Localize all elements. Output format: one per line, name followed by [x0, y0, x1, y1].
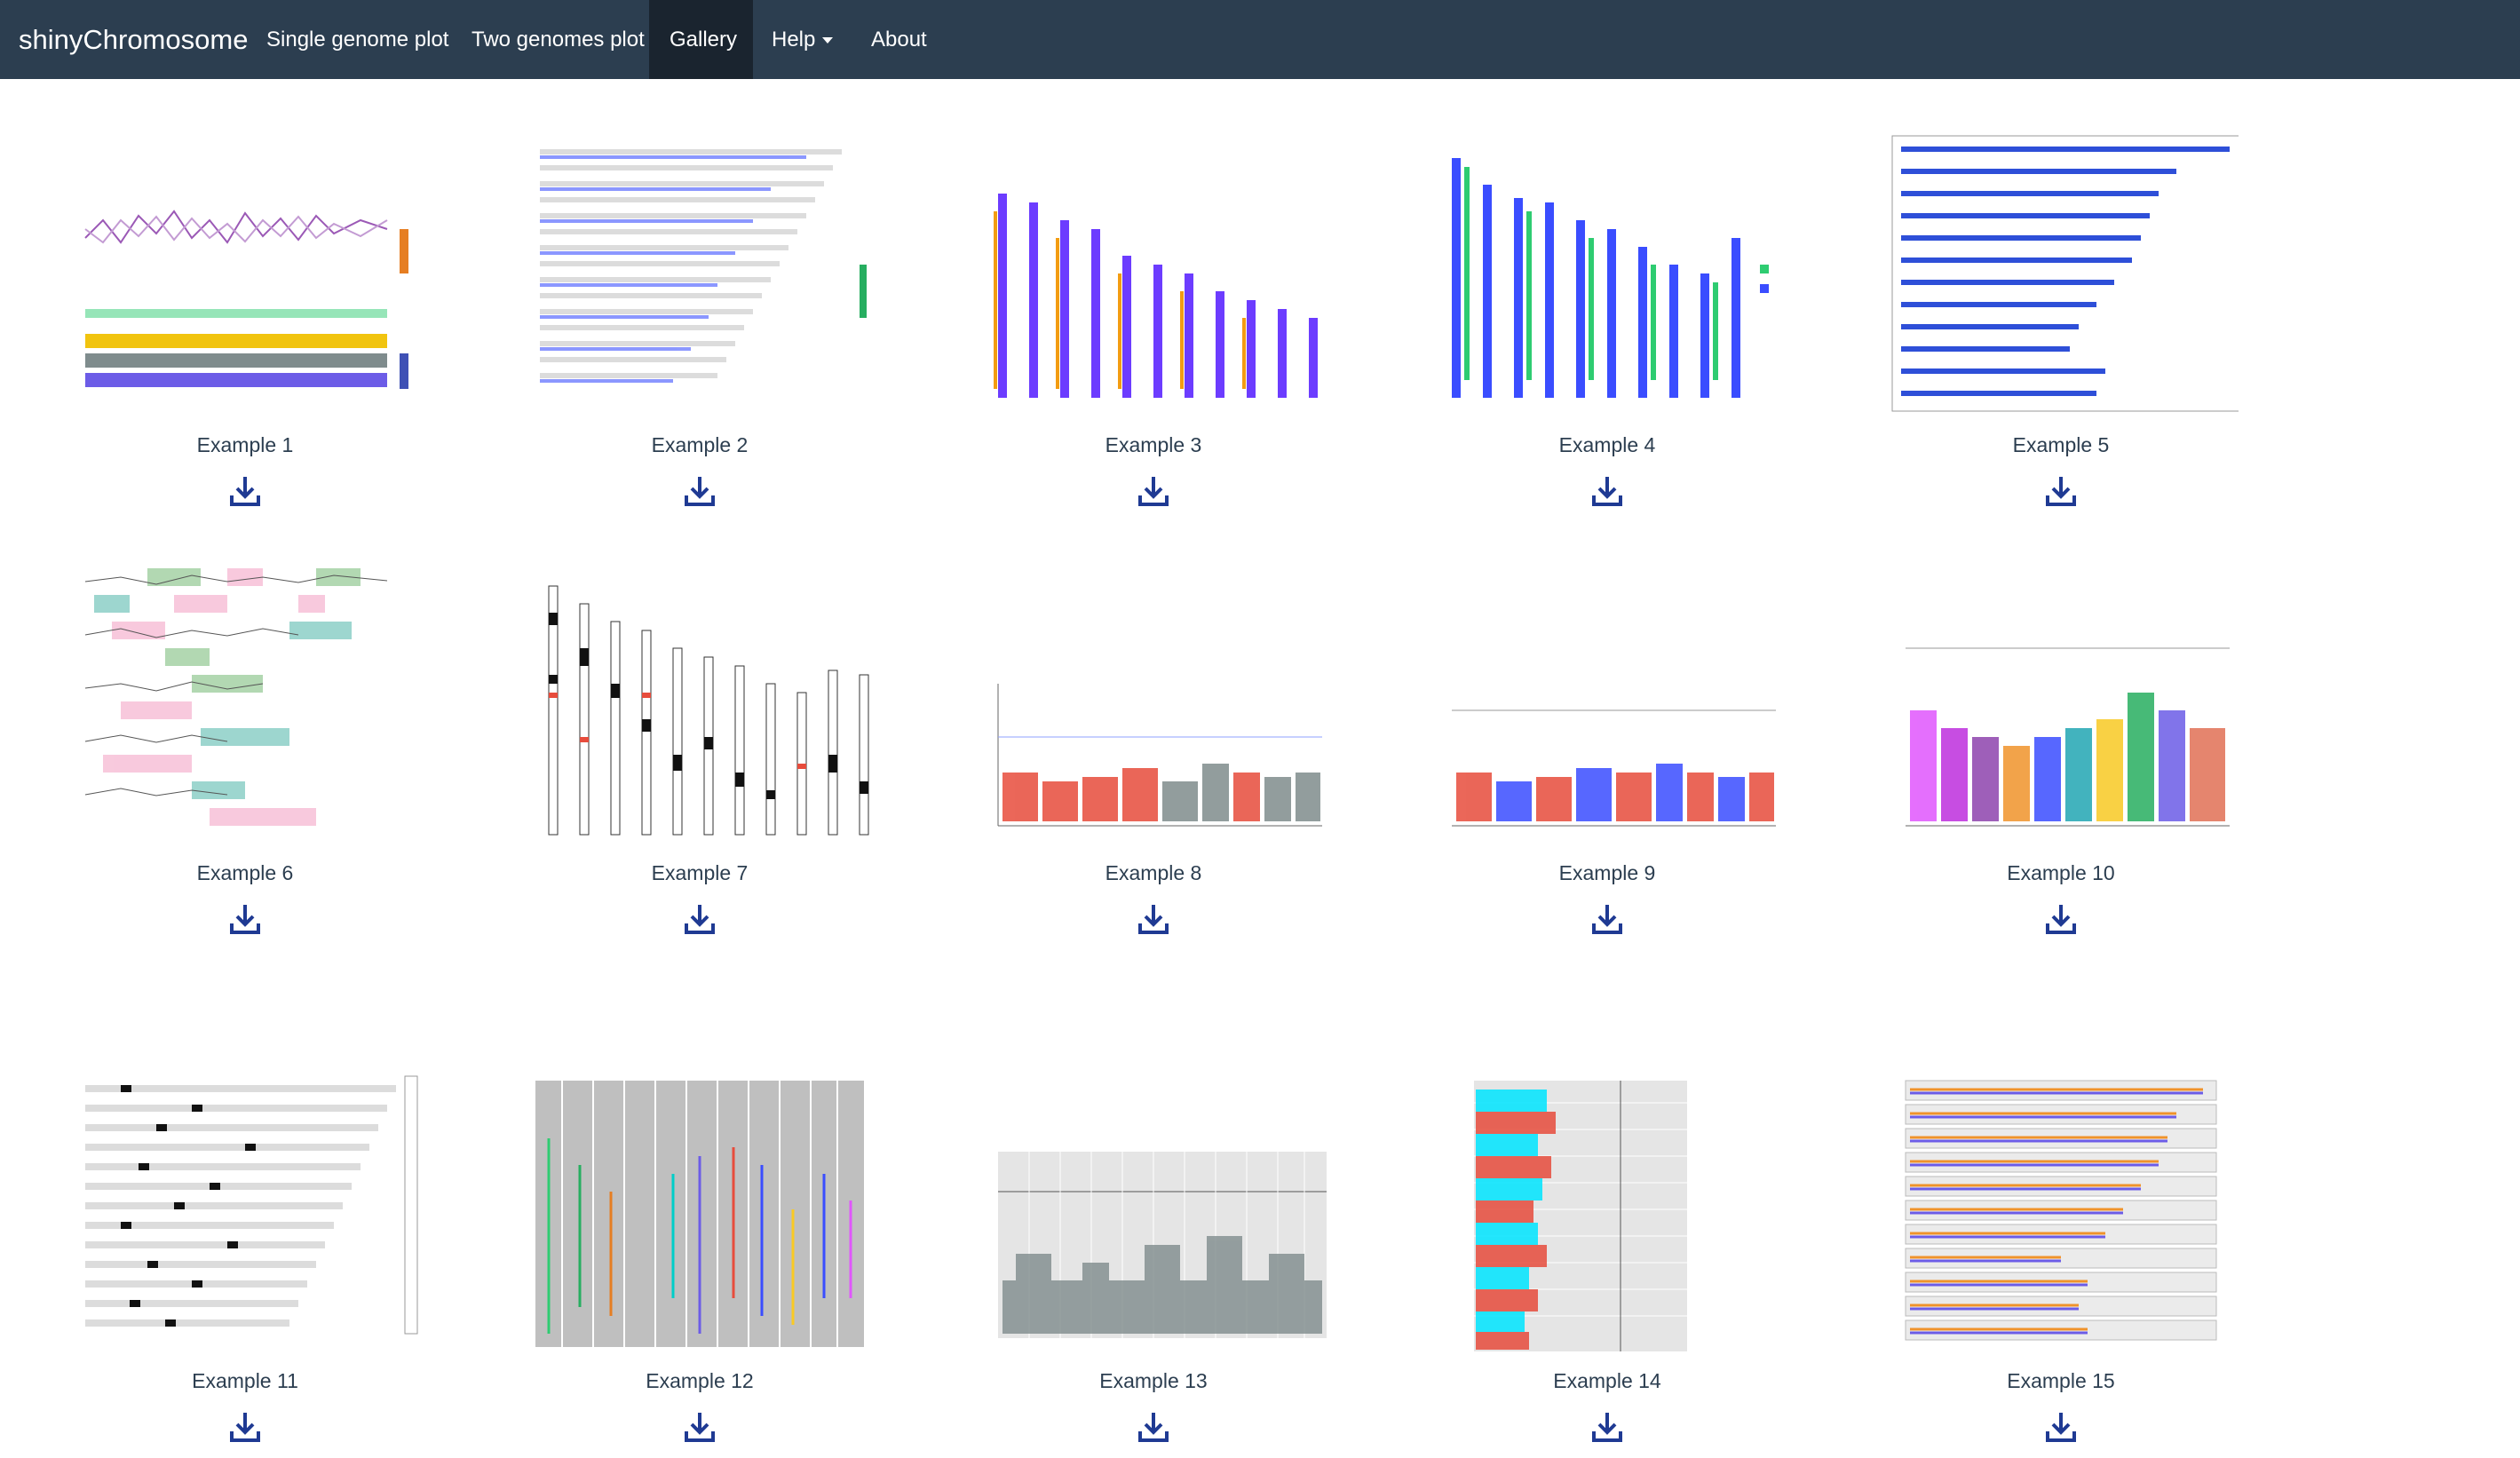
download-button[interactable]: [2043, 1409, 2079, 1445]
example-8-plot: [997, 684, 1322, 827]
navbar: shinyChromosome Single genome plot Two g…: [0, 0, 2520, 79]
example-caption: Example 1: [196, 433, 294, 456]
download-icon: [2046, 477, 2076, 506]
example-caption: Example 8: [1105, 861, 1202, 884]
nav-single-genome-plot[interactable]: Single genome plot: [266, 28, 449, 52]
example-caption: Example 7: [651, 861, 749, 884]
download-icon: [685, 477, 715, 506]
gallery-item: Example 11: [67, 1067, 458, 1458]
download-button[interactable]: [1136, 1409, 1171, 1445]
example-thumbnail[interactable]: [1430, 559, 1785, 852]
download-button[interactable]: [682, 473, 717, 509]
download-icon: [230, 1413, 260, 1442]
example-thumbnail[interactable]: [522, 1067, 877, 1360]
gallery-item: Example 6: [67, 559, 458, 950]
example-thumbnail[interactable]: [67, 131, 423, 424]
gallery-item: Example 7: [522, 559, 913, 950]
example-caption: Example 5: [2012, 433, 2110, 456]
download-button[interactable]: [227, 901, 263, 937]
example-caption: Example 9: [1558, 861, 1656, 884]
gallery-item: Example 1: [67, 131, 458, 522]
example-thumbnail[interactable]: [522, 559, 877, 852]
example-13-plot: [998, 1152, 1327, 1338]
download-icon: [230, 477, 260, 506]
download-icon: [1138, 905, 1169, 934]
example-5-plot: [1891, 135, 2239, 412]
gallery-item: Example 5: [1883, 131, 2274, 522]
example-1-plot: [84, 210, 408, 389]
example-caption: Example 2: [651, 433, 749, 456]
example-thumbnail[interactable]: [976, 559, 1331, 852]
gallery-item: Example 12: [522, 1067, 913, 1458]
gallery-item: Example 15: [1883, 1067, 2274, 1458]
download-icon: [1592, 1413, 1622, 1442]
gallery-item: Example 4: [1430, 131, 1820, 522]
example-caption: Example 4: [1558, 433, 1656, 456]
example-thumbnail[interactable]: [522, 131, 877, 424]
caret-down-icon: [822, 37, 834, 44]
example-15-plot: [1905, 1080, 2217, 1341]
example-12-plot: [535, 1081, 864, 1347]
example-caption: Example 14: [1553, 1369, 1661, 1392]
example-caption: Example 11: [192, 1369, 298, 1392]
download-button[interactable]: [682, 901, 717, 937]
download-icon: [685, 905, 715, 934]
example-thumbnail[interactable]: [1430, 131, 1785, 424]
example-9-plot: [1452, 709, 1776, 827]
example-14-plot: [1474, 1081, 1687, 1351]
example-caption: Example 3: [1105, 433, 1202, 456]
example-thumbnail[interactable]: [1883, 559, 2239, 852]
nav-help[interactable]: Help: [751, 0, 853, 79]
gallery-item: Example 9: [1430, 559, 1820, 950]
example-thumbnail[interactable]: [67, 559, 423, 852]
navbar-brand[interactable]: shinyChromosome: [19, 24, 249, 55]
example-thumbnail[interactable]: [976, 1067, 1331, 1360]
download-icon: [2046, 905, 2076, 934]
download-button[interactable]: [227, 1409, 263, 1445]
download-button[interactable]: [227, 473, 263, 509]
download-icon: [1592, 477, 1622, 506]
nav-two-genomes-plot[interactable]: Two genomes plot: [472, 28, 645, 52]
download-icon: [230, 905, 260, 934]
download-button[interactable]: [1136, 473, 1171, 509]
example-thumbnail[interactable]: [1883, 131, 2239, 424]
nav-gallery[interactable]: Gallery: [649, 0, 753, 79]
example-2-plot: [540, 149, 867, 383]
example-caption: Example 12: [646, 1369, 754, 1392]
example-6-plot: [84, 568, 388, 826]
download-button[interactable]: [2043, 473, 2079, 509]
example-caption: Example 6: [196, 861, 294, 884]
example-3-plot: [994, 194, 1318, 398]
gallery-item: Example 10: [1883, 559, 2274, 950]
example-caption: Example 10: [2007, 861, 2115, 884]
download-button[interactable]: [682, 1409, 717, 1445]
download-button[interactable]: [1136, 901, 1171, 937]
download-button[interactable]: [2043, 901, 2079, 937]
gallery-item: Example 8: [976, 559, 1367, 950]
example-4-plot: [1452, 158, 1769, 398]
download-icon: [2046, 1413, 2076, 1442]
example-thumbnail[interactable]: [1883, 1067, 2239, 1360]
download-button[interactable]: [1589, 473, 1625, 509]
download-button[interactable]: [1589, 1409, 1625, 1445]
gallery-item: Example 14: [1430, 1067, 1820, 1458]
example-caption: Example 15: [2007, 1369, 2115, 1392]
example-11-plot: [85, 1075, 418, 1335]
download-button[interactable]: [1589, 901, 1625, 937]
nav-about[interactable]: About: [871, 28, 927, 52]
download-icon: [1592, 905, 1622, 934]
example-7-plot: [548, 585, 869, 836]
gallery-item: Example 3: [976, 131, 1367, 522]
download-icon: [1138, 1413, 1169, 1442]
gallery-item: Example 13: [976, 1067, 1367, 1458]
nav-help-label: Help: [772, 28, 816, 52]
example-10-plot: [1906, 647, 2230, 827]
example-thumbnail[interactable]: [1430, 1067, 1785, 1360]
gallery-item: Example 2: [522, 131, 913, 522]
example-thumbnail[interactable]: [67, 1067, 423, 1360]
download-icon: [685, 1413, 715, 1442]
example-caption: Example 13: [1099, 1369, 1208, 1392]
example-thumbnail[interactable]: [976, 131, 1331, 424]
download-icon: [1138, 477, 1169, 506]
